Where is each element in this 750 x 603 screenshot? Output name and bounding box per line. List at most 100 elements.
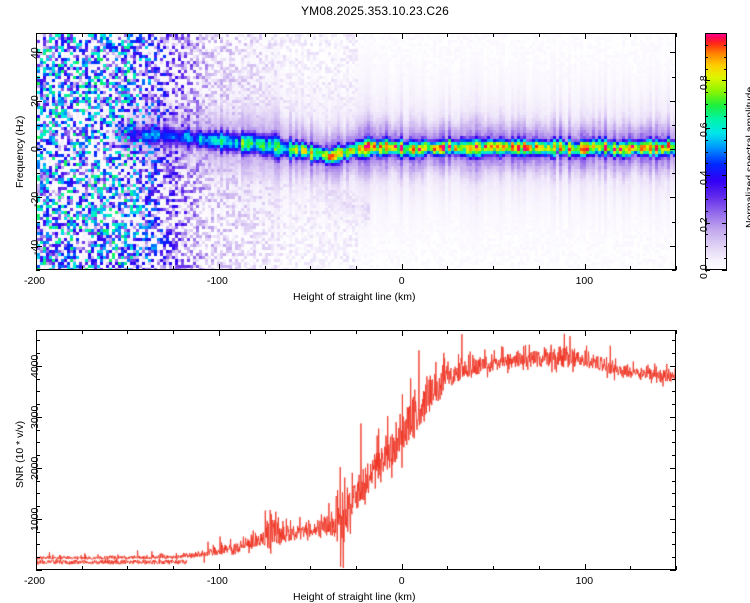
tick-mark (672, 270, 676, 271)
tick-mark (670, 101, 676, 102)
tick-mark (705, 246, 708, 247)
tick-mark (672, 173, 676, 174)
colorbar-label: Normalized spectral amplitude (744, 86, 750, 228)
tick-mark (493, 330, 494, 334)
snr-ytick-1000: 1000 (29, 507, 41, 532)
tick-mark (36, 532, 40, 533)
tick-mark (173, 566, 174, 570)
tick-mark (36, 481, 40, 482)
tick-mark (672, 222, 676, 223)
tick-mark (36, 101, 42, 102)
tick-mark (493, 566, 494, 570)
snr-xtick-100: 100 (575, 575, 594, 587)
tick-mark (724, 104, 727, 105)
tick-mark (219, 330, 220, 336)
spectrogram-ytick--20: -20 (29, 191, 41, 207)
tick-mark (36, 353, 40, 354)
tick-mark (36, 366, 42, 367)
tick-mark (173, 266, 174, 270)
tick-mark (310, 266, 311, 270)
tick-mark (705, 234, 708, 235)
tick-mark (705, 116, 708, 117)
tick-mark (310, 566, 311, 570)
tick-mark (630, 33, 631, 37)
tick-mark (722, 223, 727, 224)
snr-y-axis-label: SNR (10 * v/v) (14, 420, 26, 488)
tick-mark (36, 557, 40, 558)
tick-mark (724, 116, 727, 117)
tick-mark (36, 173, 40, 174)
snr-xtick-0: 0 (398, 575, 405, 587)
tick-mark (447, 330, 448, 334)
tick-mark (402, 33, 403, 39)
tick-mark (672, 430, 676, 431)
tick-mark (705, 270, 710, 271)
tick-mark (36, 519, 42, 520)
figure-title: YM08.2025.353.10.23.C26 (300, 4, 450, 18)
tick-mark (722, 128, 727, 129)
spectrogram-xtick-100: 100 (575, 275, 594, 287)
tick-mark (127, 330, 128, 334)
tick-mark (724, 45, 727, 46)
tick-mark (724, 246, 727, 247)
tick-mark (672, 544, 676, 545)
tick-mark (672, 493, 676, 494)
tick-mark (672, 391, 676, 392)
tick-mark (173, 33, 174, 37)
snr-ytick-2000: 2000 (29, 456, 41, 481)
tick-mark (36, 52, 42, 53)
tick-mark (670, 570, 676, 571)
tick-mark (705, 45, 708, 46)
snr-x-axis-label: Height of straight line (km) (293, 591, 416, 603)
tick-mark (402, 264, 403, 270)
tick-mark (36, 379, 40, 380)
tick-mark (36, 330, 37, 336)
tick-mark (724, 140, 727, 141)
tick-mark (356, 33, 357, 37)
spectrogram-xtick--100: -100 (206, 275, 228, 287)
tick-mark (724, 234, 727, 235)
tick-mark (670, 468, 676, 469)
tick-mark (82, 266, 83, 270)
tick-mark (402, 330, 403, 336)
tick-mark (82, 330, 83, 334)
tick-mark (310, 33, 311, 37)
tick-mark (672, 442, 676, 443)
spectrogram-x-axis-label: Height of straight line (km) (293, 291, 416, 303)
tick-mark (265, 33, 266, 37)
tick-mark (36, 149, 42, 150)
tick-mark (539, 566, 540, 570)
tick-mark (36, 506, 40, 507)
tick-mark (705, 223, 710, 224)
tick-mark (36, 33, 37, 39)
tick-mark (672, 506, 676, 507)
spectrogram-canvas (37, 34, 675, 269)
tick-mark (36, 442, 40, 443)
tick-mark (127, 266, 128, 270)
spectrogram-xtick-0: 0 (398, 275, 405, 287)
tick-mark (36, 391, 40, 392)
tick-mark (219, 564, 220, 570)
tick-mark (705, 175, 710, 176)
tick-mark (36, 468, 42, 469)
tick-mark (493, 33, 494, 37)
tick-mark (676, 330, 677, 334)
tick-mark (447, 266, 448, 270)
colorbar-tick-0.6: 0.6 (698, 122, 710, 138)
tick-mark (705, 69, 708, 70)
tick-mark (447, 33, 448, 37)
tick-mark (724, 199, 727, 200)
tick-mark (724, 57, 727, 58)
tick-mark (724, 258, 727, 259)
spectrogram-ytick-40: 40 (29, 46, 41, 59)
tick-mark (672, 532, 676, 533)
tick-mark (493, 266, 494, 270)
tick-mark (672, 125, 676, 126)
colorbar-tick-0.2: 0.2 (698, 217, 710, 232)
tick-mark (36, 246, 42, 247)
tick-mark (724, 163, 727, 164)
tick-mark (585, 33, 586, 39)
tick-mark (722, 270, 727, 271)
tick-mark (705, 128, 710, 129)
